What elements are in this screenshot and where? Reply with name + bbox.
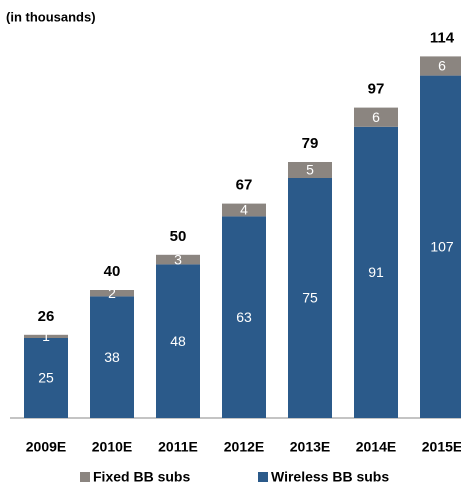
bar-segment [156, 254, 200, 265]
value-label: 4 [240, 202, 248, 218]
bar-segment [420, 56, 461, 76]
x-tick-label: 2010E [92, 439, 132, 455]
value-label: 38 [104, 349, 120, 365]
value-label: 63 [236, 309, 252, 325]
bar-segment [24, 338, 68, 418]
total-label: 79 [302, 135, 319, 152]
x-tick-label: 2015E [422, 439, 461, 455]
value-label: 107 [430, 239, 454, 255]
total-label: 67 [236, 177, 253, 194]
value-label: 1 [42, 328, 50, 344]
x-tick-label: 2013E [290, 439, 330, 455]
value-label: 5 [306, 162, 314, 178]
value-label: 3 [174, 251, 182, 267]
legend-label: Fixed BB subs [93, 469, 190, 485]
bar-segment [288, 162, 332, 178]
x-tick-label: 2012E [224, 439, 264, 455]
x-tick-label: 2014E [356, 439, 396, 455]
bar-segment [354, 126, 398, 419]
legend-swatch [80, 472, 90, 482]
bar-segment [354, 107, 398, 127]
bar-segment [420, 75, 461, 418]
value-label: 75 [302, 290, 318, 306]
bar-segment [156, 264, 200, 418]
x-tick-label: 2009E [26, 439, 66, 455]
x-tick-label: 2011E [158, 439, 198, 455]
total-label: 50 [170, 228, 187, 245]
bar-segment [288, 178, 332, 418]
chart-title: (in thousands) [6, 9, 96, 24]
legend-label: Wireless BB subs [271, 469, 389, 485]
bar-segment [90, 296, 134, 418]
value-label: 48 [170, 333, 186, 349]
bar-segment [90, 290, 134, 297]
total-label: 26 [38, 308, 55, 325]
value-label: 6 [372, 109, 380, 125]
total-label: 40 [104, 263, 121, 280]
legend-swatch [258, 472, 268, 482]
bar-segment [222, 203, 266, 217]
bar-segment [222, 216, 266, 418]
total-label: 114 [430, 29, 455, 46]
value-label: 2 [108, 285, 116, 301]
value-label: 91 [368, 264, 384, 280]
value-label: 25 [38, 370, 54, 386]
value-label: 6 [438, 58, 446, 74]
bar-segment [24, 334, 68, 338]
total-label: 97 [368, 81, 385, 98]
